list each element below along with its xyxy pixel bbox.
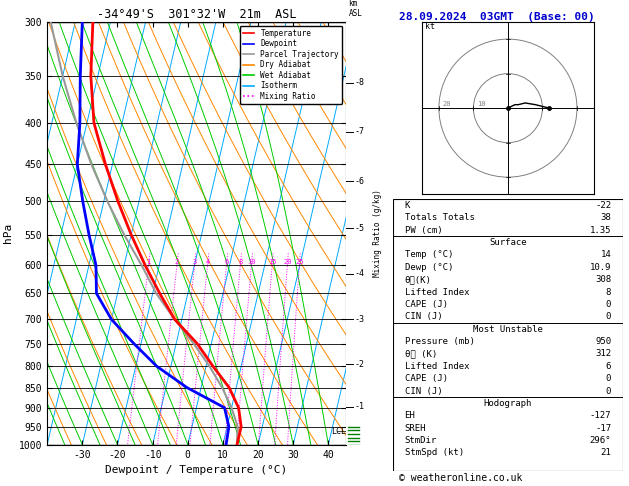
Text: CAPE (J): CAPE (J) [404, 374, 448, 383]
Text: 38: 38 [601, 213, 611, 222]
Text: Temp (°C): Temp (°C) [404, 250, 453, 260]
Text: Mixing Ratio (g/kg): Mixing Ratio (g/kg) [373, 190, 382, 277]
X-axis label: Dewpoint / Temperature (°C): Dewpoint / Temperature (°C) [106, 465, 287, 475]
Text: -1: -1 [355, 402, 365, 412]
Text: 25: 25 [295, 260, 304, 265]
Text: -4: -4 [355, 269, 365, 278]
Text: Surface: Surface [489, 238, 526, 247]
Text: 6: 6 [606, 362, 611, 371]
Text: -2: -2 [355, 360, 365, 368]
Text: 950: 950 [595, 337, 611, 346]
Text: CIN (J): CIN (J) [404, 312, 442, 321]
Text: K: K [404, 201, 410, 210]
Text: 2: 2 [175, 260, 179, 265]
Text: -7: -7 [355, 127, 365, 136]
Text: StmSpd (kt): StmSpd (kt) [404, 449, 464, 457]
Text: 6: 6 [225, 260, 228, 265]
Text: 0: 0 [606, 312, 611, 321]
Text: PW (cm): PW (cm) [404, 226, 442, 235]
Title: -34°49'S  301°32'W  21m  ASL: -34°49'S 301°32'W 21m ASL [97, 8, 296, 21]
Text: Most Unstable: Most Unstable [473, 325, 543, 334]
Text: 20: 20 [442, 102, 451, 107]
Text: © weatheronline.co.uk: © weatheronline.co.uk [399, 473, 523, 483]
Text: -17: -17 [595, 424, 611, 433]
Text: -5: -5 [355, 224, 365, 233]
Text: Dewp (°C): Dewp (°C) [404, 263, 453, 272]
Text: 1: 1 [147, 260, 150, 265]
Text: θᴇ(K): θᴇ(K) [404, 275, 431, 284]
Text: 0: 0 [606, 374, 611, 383]
Legend: Temperature, Dewpoint, Parcel Trajectory, Dry Adiabat, Wet Adiabat, Isotherm, Mi: Temperature, Dewpoint, Parcel Trajectory… [240, 26, 342, 104]
Text: -127: -127 [590, 411, 611, 420]
Text: 10: 10 [247, 260, 255, 265]
Text: Lifted Index: Lifted Index [404, 288, 469, 296]
Text: Totals Totals: Totals Totals [404, 213, 474, 222]
Text: EH: EH [404, 411, 415, 420]
Text: -22: -22 [595, 201, 611, 210]
Text: 14: 14 [601, 250, 611, 260]
Text: Pressure (mb): Pressure (mb) [404, 337, 474, 346]
Text: StmDir: StmDir [404, 436, 437, 445]
Text: 10: 10 [477, 102, 486, 107]
Text: 3: 3 [192, 260, 197, 265]
Text: CIN (J): CIN (J) [404, 386, 442, 396]
Text: 4: 4 [206, 260, 209, 265]
Text: -6: -6 [355, 176, 365, 186]
Text: Lifted Index: Lifted Index [404, 362, 469, 371]
Text: 10.9: 10.9 [590, 263, 611, 272]
Text: 0: 0 [606, 300, 611, 309]
Text: 312: 312 [595, 349, 611, 358]
Text: θᴇ (K): θᴇ (K) [404, 349, 437, 358]
Text: SREH: SREH [404, 424, 426, 433]
Text: 8: 8 [606, 288, 611, 296]
Text: 28.09.2024  03GMT  (Base: 00): 28.09.2024 03GMT (Base: 00) [399, 12, 595, 22]
Text: 15: 15 [268, 260, 276, 265]
Text: Hodograph: Hodograph [484, 399, 532, 408]
Text: 1.35: 1.35 [590, 226, 611, 235]
Text: 8: 8 [238, 260, 242, 265]
Text: km
ASL: km ASL [348, 0, 362, 18]
Text: CAPE (J): CAPE (J) [404, 300, 448, 309]
Y-axis label: hPa: hPa [3, 223, 13, 243]
Text: 21: 21 [601, 449, 611, 457]
Text: 308: 308 [595, 275, 611, 284]
Text: 296°: 296° [590, 436, 611, 445]
Text: kt: kt [425, 22, 435, 31]
Text: 20: 20 [283, 260, 292, 265]
Text: -3: -3 [355, 315, 365, 324]
Text: LCL: LCL [331, 427, 346, 435]
Text: 0: 0 [606, 386, 611, 396]
Text: -8: -8 [355, 78, 365, 87]
